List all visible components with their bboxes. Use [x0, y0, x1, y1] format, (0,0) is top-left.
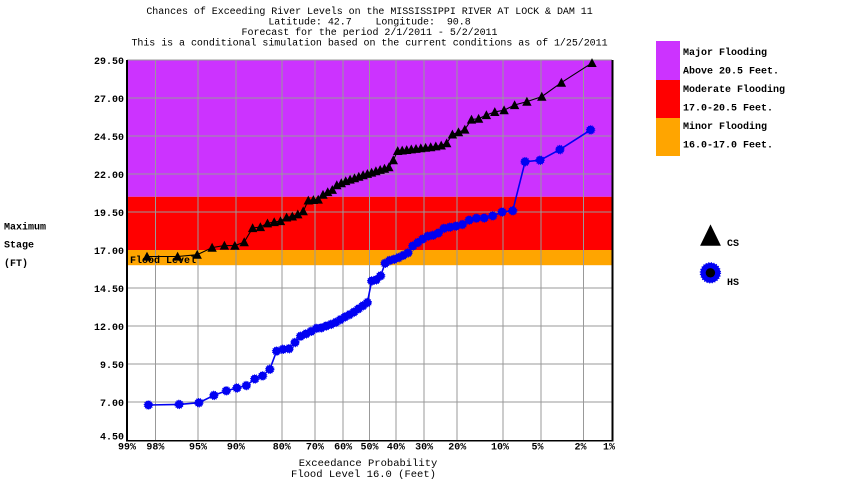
svg-text:CS: CS [727, 239, 739, 250]
svg-text:90%: 90% [227, 443, 245, 454]
svg-text:1%: 1% [603, 443, 615, 454]
svg-text:Major Flooding: Major Flooding [683, 47, 767, 59]
svg-text:80%: 80% [273, 443, 291, 454]
svg-text:12.00: 12.00 [94, 323, 124, 334]
svg-text:Flood Level 16.0 (Feet): Flood Level 16.0 (Feet) [291, 469, 436, 481]
svg-text:Maximum: Maximum [4, 222, 46, 234]
svg-text:4.50: 4.50 [100, 433, 124, 444]
svg-text:Exceedance Probability: Exceedance Probability [299, 458, 438, 470]
svg-text:Stage: Stage [4, 241, 34, 252]
svg-text:50%: 50% [360, 443, 378, 454]
svg-text:This is a conditional simulati: This is a conditional simulation based o… [131, 37, 607, 49]
svg-text:95%: 95% [189, 443, 207, 454]
svg-text:40%: 40% [387, 443, 405, 454]
svg-text:17.00: 17.00 [94, 247, 124, 258]
svg-text:Flood Level: Flood Level [130, 255, 196, 267]
svg-text:60%: 60% [334, 443, 352, 454]
svg-text:19.50: 19.50 [94, 209, 124, 220]
svg-text:16.0-17.0 Feet.: 16.0-17.0 Feet. [683, 141, 773, 152]
svg-text:27.00: 27.00 [94, 95, 124, 106]
svg-text:Forecast for the period 2/1/20: Forecast for the period 2/1/2011 - 5/2/2… [242, 27, 498, 39]
svg-text:7.00: 7.00 [100, 399, 124, 410]
svg-text:9.50: 9.50 [100, 361, 124, 372]
svg-text:70%: 70% [306, 443, 324, 454]
svg-text:14.50: 14.50 [94, 285, 124, 296]
svg-text:Minor Flooding: Minor Flooding [683, 121, 767, 133]
svg-text:22.00: 22.00 [94, 171, 124, 182]
svg-text:24.50: 24.50 [94, 133, 124, 144]
svg-text:(FT): (FT) [4, 258, 28, 270]
svg-text:98%: 98% [146, 443, 164, 454]
svg-text:30%: 30% [415, 443, 433, 454]
svg-text:2%: 2% [574, 443, 586, 454]
svg-text:17.0-20.5 Feet.: 17.0-20.5 Feet. [683, 104, 773, 115]
svg-text:20%: 20% [448, 443, 466, 454]
svg-text:Moderate Flooding: Moderate Flooding [683, 84, 785, 96]
svg-text:10%: 10% [491, 443, 509, 454]
svg-text:99%: 99% [118, 443, 136, 454]
svg-text:Latitude: 42.7 Longitude:: Latitude: 42.7 Longitude: 90.8 [268, 17, 470, 29]
svg-text:HS: HS [727, 278, 739, 289]
svg-text:Chances of Exceeding River Lev: Chances of Exceeding River Levels on the… [146, 6, 592, 18]
svg-text:5%: 5% [531, 443, 543, 454]
svg-text:29.50: 29.50 [94, 57, 124, 68]
svg-text:Above 20.5 Feet.: Above 20.5 Feet. [683, 66, 779, 78]
